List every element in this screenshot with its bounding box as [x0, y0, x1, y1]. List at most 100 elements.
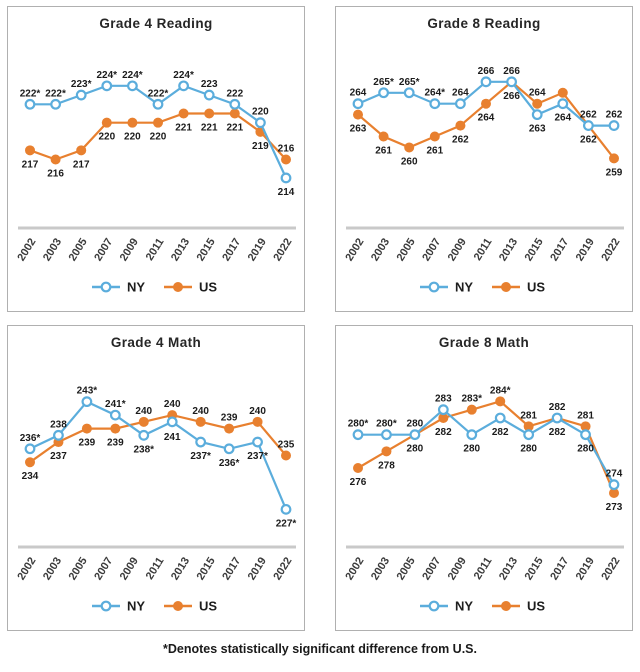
footnote: *Denotes statistically significant diffe…: [163, 642, 477, 656]
value-label: 280*: [376, 419, 397, 430]
x-tick-label: 2005: [67, 236, 90, 263]
value-label: 282: [492, 427, 509, 438]
value-label: 280: [520, 444, 537, 455]
x-axis-tick-labels: 2002 2003 2005 2007 2009 2011 2013 2015 2017 2019…: [15, 236, 294, 263]
value-label: 240: [249, 406, 266, 417]
value-label: 241: [164, 432, 181, 443]
x-tick-label: 2022: [599, 236, 622, 263]
x-tick-label: 2017: [220, 555, 243, 582]
value-label: 263: [350, 124, 367, 135]
value-label: 235: [278, 440, 295, 451]
x-tick-label: 2019: [246, 555, 269, 582]
x-tick-label: 2022: [599, 555, 622, 582]
value-label: 278: [378, 460, 395, 471]
value-label: 283*: [461, 394, 482, 405]
chart-panel-grade4-math: Grade 4 Math 2002 2003 2005 2007 2009 2011 201…: [7, 325, 305, 631]
value-label: 240: [135, 406, 152, 417]
ny-marker: [50, 98, 61, 110]
chart-title: Grade 4 Math: [110, 335, 202, 350]
ny-legend-label: NY: [455, 599, 473, 614]
chart-title: Grade 8 Reading: [427, 16, 541, 31]
us-marker: [609, 488, 619, 498]
us-marker: [353, 463, 363, 473]
line-chart-grade8-reading: 2002 2003 2005 2007 2009 2011 2013 2015 2017 2019…: [343, 66, 624, 295]
ny-marker: [381, 429, 392, 441]
value-label: 274: [606, 469, 623, 480]
value-label: 243*: [77, 386, 98, 397]
ny-legend-marker: [428, 281, 440, 293]
value-label: 266: [478, 66, 495, 77]
value-label: 237: [50, 451, 67, 462]
value-label: 222*: [45, 88, 66, 99]
ny-marker: [254, 117, 266, 129]
us-marker: [252, 416, 263, 427]
ny-marker: [352, 429, 364, 441]
x-tick-label: 2011: [472, 236, 495, 263]
x-tick-label: 2019: [574, 555, 597, 582]
ny-marker: [580, 429, 591, 441]
x-tick-label: 2007: [92, 236, 115, 263]
ny-marker: [252, 436, 263, 448]
x-tick-label: 2015: [195, 236, 218, 263]
x-tick-label: 2009: [118, 236, 141, 263]
x-tick-label: 2015: [523, 236, 546, 263]
value-label: 239: [221, 413, 238, 424]
ny-marker: [378, 87, 389, 99]
ny-marker: [195, 436, 207, 448]
value-label: 240: [164, 399, 181, 410]
value-label: 224*: [122, 70, 143, 81]
ny-legend-marker: [428, 600, 440, 612]
value-label: 220: [150, 132, 167, 143]
value-label: 237*: [190, 451, 211, 462]
x-tick-label: 2022: [271, 236, 294, 263]
value-label: 264: [452, 88, 469, 99]
x-axis-tick-labels: 2002 2003 2005 2007 2009 2011 2013 2015 2017 2019…: [343, 555, 622, 582]
x-tick-label: 2005: [395, 236, 418, 263]
ny-legend-label: NY: [455, 280, 473, 295]
us-line: [29, 413, 287, 464]
value-label: 280*: [348, 419, 369, 430]
us-marker: [81, 423, 92, 434]
x-tick-label: 2005: [395, 555, 418, 582]
ny-marker: [178, 80, 190, 92]
line-chart-grade8-math: 2002 2003 2005 2007 2009 2011 2013 2015 2017 2019…: [343, 385, 624, 614]
x-tick-label: 2009: [446, 555, 469, 582]
value-label: 216: [278, 144, 295, 155]
ny-marker: [608, 120, 620, 131]
x-tick-label: 2019: [574, 236, 597, 263]
ny-legend-label: NY: [127, 599, 145, 614]
line-chart-grade4-reading: 2002 2003 2005 2007 2009 2011 2013 2015 2017 2019…: [15, 70, 296, 295]
value-label: 214: [278, 187, 295, 198]
ny-series: 280* 280* 280 283 280 282 280 282 280 274: [348, 394, 623, 491]
x-tick-label: 2017: [220, 236, 243, 263]
ny-marker: [126, 80, 138, 92]
ny-marker: [582, 120, 594, 131]
us-line: [357, 400, 616, 494]
ny-series: 264 265* 265* 264* 264 266 266 263 264 262 262: [350, 66, 623, 135]
value-label: 265*: [373, 77, 394, 88]
us-series: 263 261 260 261 262 264 266 264 262 259: [350, 76, 623, 178]
x-tick-label: 2013: [169, 555, 192, 582]
ny-marker: [166, 416, 178, 428]
us-marker: [76, 145, 87, 156]
ny-marker: [494, 412, 506, 424]
x-tick-label: 2015: [195, 555, 218, 582]
ny-marker: [280, 172, 292, 184]
ny-marker: [480, 76, 492, 88]
ny-series: 236* 238 243* 241* 238* 240 237* 236* 237* 227*: [20, 386, 297, 530]
value-label: 281: [520, 410, 537, 421]
us-marker: [224, 423, 235, 434]
value-label: 261: [426, 146, 443, 157]
x-tick-label: 2007: [92, 555, 115, 582]
ny-marker: [203, 89, 215, 101]
us-legend-marker: [501, 601, 511, 611]
legend: NY US: [420, 280, 545, 295]
value-label: 282: [549, 427, 566, 438]
value-label: 273: [606, 502, 623, 513]
value-label: 221: [201, 122, 218, 133]
chart-panel-grade4-reading: Grade 4 Reading 2002 2003 2005 2007 2009 2011…: [7, 6, 305, 312]
value-label: 241*: [105, 399, 126, 410]
us-marker: [438, 413, 449, 423]
us-marker: [455, 120, 466, 131]
x-tick-label: 2003: [369, 555, 392, 582]
